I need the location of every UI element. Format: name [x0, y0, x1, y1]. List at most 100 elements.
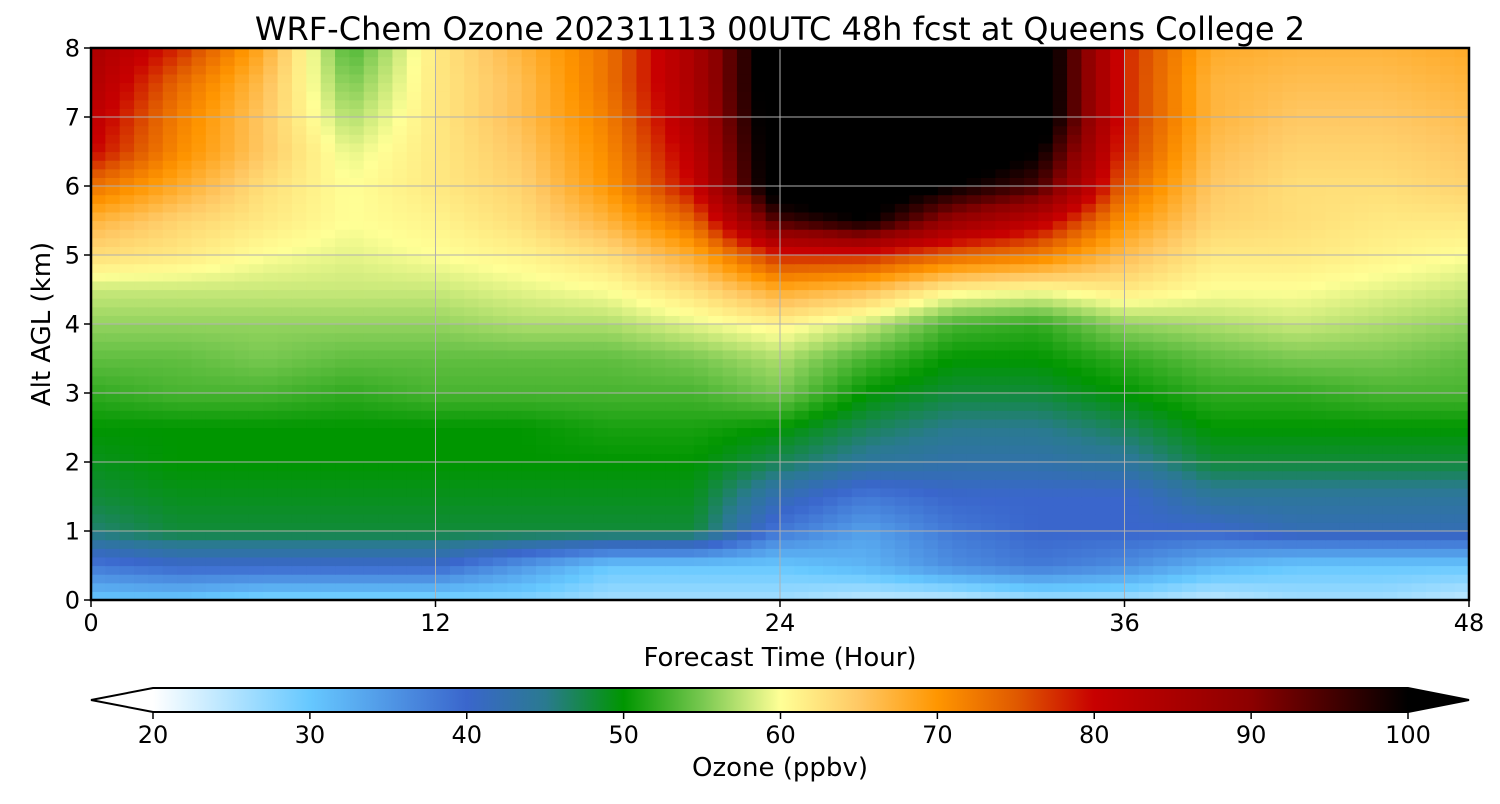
- heatmap-cell: [1095, 418, 1111, 429]
- heatmap-cell: [679, 418, 695, 429]
- heatmap-cell: [923, 255, 939, 265]
- heatmap-cell: [1382, 255, 1398, 265]
- heatmap-cell: [248, 436, 264, 446]
- heatmap-cell: [736, 220, 752, 230]
- heatmap-cell: [1253, 246, 1269, 256]
- heatmap-cell: [1052, 427, 1068, 437]
- heatmap-cell: [306, 375, 322, 385]
- heatmap-cell: [794, 462, 810, 472]
- heatmap-cell: [550, 531, 566, 541]
- heatmap-cell: [320, 418, 336, 429]
- heatmap-cell: [363, 272, 379, 282]
- heatmap-cell: [507, 298, 523, 308]
- heatmap-cell: [693, 332, 709, 342]
- heatmap-cell: [966, 203, 982, 213]
- heatmap-cell: [392, 186, 408, 196]
- heatmap-cell: [550, 410, 566, 420]
- heatmap-cell: [119, 384, 135, 394]
- heatmap-cell: [923, 177, 939, 187]
- heatmap-cell: [1440, 177, 1456, 187]
- heatmap-cell: [1368, 246, 1384, 256]
- heatmap-cell: [1253, 444, 1269, 454]
- heatmap-cell: [622, 539, 638, 549]
- heatmap-cell: [564, 436, 580, 446]
- heatmap-cell: [1239, 582, 1255, 592]
- heatmap-cell: [851, 315, 867, 325]
- heatmap-cell: [722, 341, 738, 351]
- heatmap-cell: [406, 367, 422, 377]
- heatmap-cell: [780, 384, 795, 394]
- heatmap-cell: [119, 591, 135, 600]
- heatmap-cell: [837, 186, 853, 196]
- heatmap-cell: [765, 556, 781, 567]
- heatmap-cell: [980, 177, 996, 187]
- heatmap-cell: [851, 444, 867, 454]
- heatmap-cell: [1268, 263, 1283, 273]
- heatmap-cell: [421, 496, 437, 506]
- heatmap-cell: [535, 453, 551, 463]
- heatmap-cell: [378, 220, 394, 230]
- heatmap-cell: [880, 410, 896, 420]
- heatmap-cell: [650, 341, 666, 351]
- heatmap-cell: [1181, 539, 1197, 549]
- heatmap-cell: [1095, 375, 1111, 385]
- heatmap-cell: [736, 522, 752, 532]
- heatmap-cell: [665, 531, 681, 541]
- heatmap-cell: [708, 220, 724, 230]
- heatmap-cell: [1095, 151, 1111, 161]
- heatmap-cell: [894, 306, 910, 316]
- heatmap-cell: [248, 393, 264, 403]
- heatmap-cell: [851, 470, 867, 480]
- heatmap-cell: [1354, 255, 1370, 265]
- heatmap-cell: [1095, 522, 1111, 532]
- heatmap-cell: [1052, 375, 1068, 385]
- heatmap-cell: [1368, 306, 1384, 316]
- heatmap-cell: [91, 255, 106, 265]
- heatmap-cell: [794, 505, 810, 515]
- heatmap-cell: [177, 177, 193, 187]
- heatmap-cell: [995, 298, 1011, 308]
- heatmap-cell: [1138, 436, 1154, 446]
- heatmap-cell: [1009, 496, 1025, 506]
- heatmap-cell: [1296, 393, 1312, 403]
- heatmap-cell: [823, 237, 839, 247]
- heatmap-cell: [923, 427, 939, 437]
- heatmap-cell: [148, 505, 164, 515]
- heatmap-cell: [234, 280, 250, 291]
- heatmap-cell: [1052, 453, 1068, 463]
- heatmap-cell: [823, 324, 839, 334]
- heatmap-cell: [937, 358, 953, 368]
- heatmap-cell: [205, 289, 221, 299]
- heatmap-cell: [435, 487, 451, 498]
- heatmap-cell: [1038, 280, 1054, 291]
- heatmap-cell: [995, 591, 1011, 600]
- heatmap-cell: [980, 565, 996, 575]
- heatmap-cell: [765, 237, 781, 247]
- heatmap-cell: [607, 160, 623, 170]
- heatmap-cell: [449, 263, 465, 273]
- heatmap-cell: [177, 229, 193, 239]
- heatmap-cell: [995, 358, 1011, 368]
- heatmap-cell: [607, 324, 623, 334]
- heatmap-cell: [1110, 194, 1126, 204]
- heatmap-cell: [478, 255, 494, 265]
- heatmap-cell: [1009, 246, 1025, 256]
- heatmap-cell: [1397, 591, 1413, 600]
- heatmap-cell: [636, 496, 652, 506]
- heatmap-cell: [923, 298, 939, 308]
- heatmap-cell: [1239, 401, 1255, 411]
- heatmap-cell: [306, 332, 322, 342]
- heatmap-cell: [1052, 349, 1068, 360]
- heatmap-cell: [1311, 194, 1327, 204]
- heatmap-cell: [1196, 177, 1212, 187]
- heatmap-cell: [736, 462, 752, 472]
- heatmap-cell: [708, 306, 724, 316]
- heatmap-cell: [1454, 324, 1469, 334]
- heatmap-cell: [492, 315, 508, 325]
- heatmap-cell: [134, 306, 150, 316]
- heatmap-cell: [464, 324, 480, 334]
- heatmap-cell: [1052, 332, 1068, 342]
- heatmap-cell: [119, 237, 135, 247]
- heatmap-cell: [1253, 479, 1269, 489]
- heatmap-cell: [91, 565, 106, 575]
